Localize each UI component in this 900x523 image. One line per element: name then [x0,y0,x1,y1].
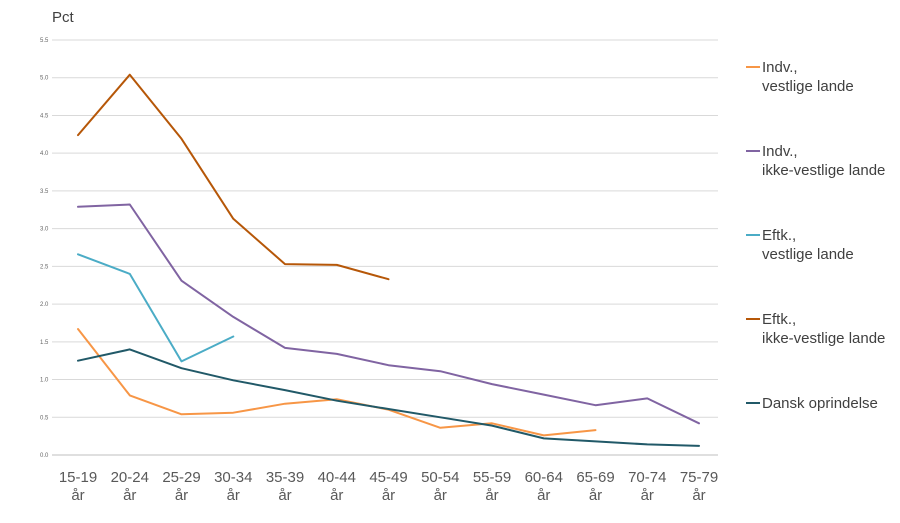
legend-item: Dansk oprindelse [746,395,878,412]
y-tick-label: 3.5 [40,189,49,195]
x-tick-label: 30-34 år [214,469,252,504]
legend-label: Indv., vestlige lande [762,59,854,95]
legend-label: Eftk., ikke-vestlige lande [762,311,885,347]
y-tick-label: 5.5 [40,38,49,44]
y-tick-label: 1.5 [40,340,49,346]
x-tick-label: 75-79 år [680,469,718,504]
series-line [77,253,235,363]
y-tick-label: 0.5 [40,415,49,421]
y-tick-label: 4.5 [40,113,49,119]
y-tick-label: 3.0 [40,227,49,233]
x-tick-label: 40-44 år [318,469,356,504]
x-tick-label: 25-29 år [162,469,200,504]
legend-item: Indv., ikke-vestlige lande [746,143,885,179]
y-tick-label: 0.0 [40,453,49,459]
x-tick-label: 20-24 år [111,469,149,504]
y-tick-label: 4.0 [40,151,49,157]
legend: Indv., vestlige lande Indv., ikke-vestlige … [746,59,885,412]
x-tick-label: 50-54 år [421,469,459,504]
legend-label: Indv., ikke-vestlige lande [762,143,885,179]
legend-item: Indv., vestlige lande [746,59,854,95]
series-lines [77,73,700,447]
y-axis-ticks: 0.0 0.5 1.0 1.5 2.0 2.5 3.0 3.5 4.0 4.5 5.0 5.5 [40,38,49,459]
x-axis-ticks: 15-19 år 20-24 år 25-29 år 30-34 år 35-39 år 40-44… [59,469,718,504]
y-tick-label: 5.0 [40,76,49,82]
legend-item: Eftk., ikke-vestlige lande [746,311,885,347]
gridlines [52,39,718,418]
y-axis-label: Pct [52,9,75,26]
series-line [77,73,390,281]
y-tick-label: 2.5 [40,264,49,270]
x-tick-label: 45-49 år [369,469,407,504]
legend-item: Eftk., vestlige lande [746,227,854,263]
y-tick-label: 1.0 [40,378,49,384]
series-line [77,328,597,437]
y-tick-label: 2.0 [40,302,49,308]
series-line [77,203,700,425]
x-tick-label: 35-39 år [266,469,304,504]
series-line [77,348,700,447]
x-tick-label: 60-64 år [525,469,563,504]
x-tick-label: 70-74 år [628,469,666,504]
x-tick-label: 55-59 år [473,469,511,504]
x-tick-label: 65-69 år [576,469,614,504]
x-tick-label: 15-19 år [59,469,97,504]
legend-label: Eftk., vestlige lande [762,227,854,263]
legend-label: Dansk oprindelse [762,395,878,412]
